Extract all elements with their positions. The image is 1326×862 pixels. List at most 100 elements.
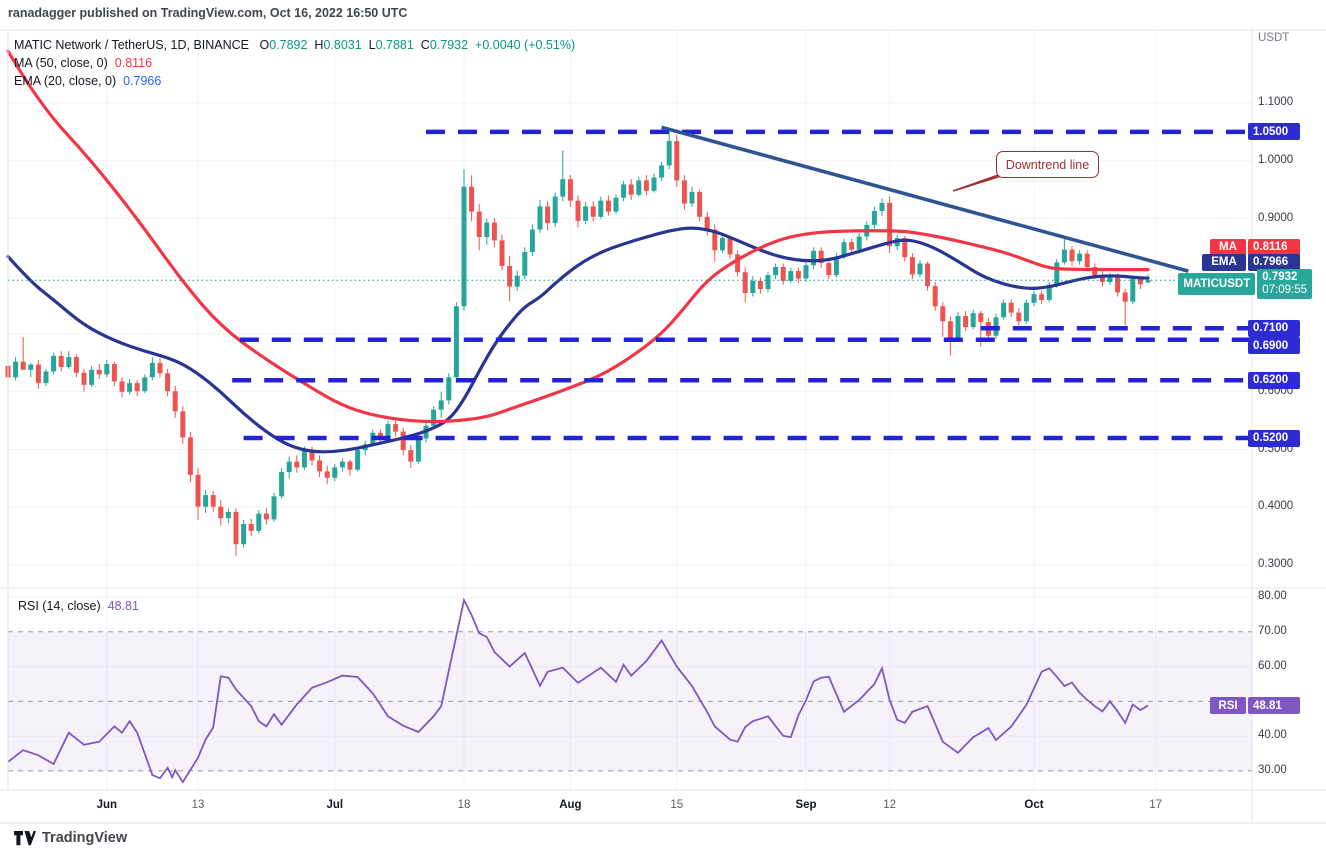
axis-currency-label: USDT bbox=[1258, 32, 1290, 44]
candle bbox=[1054, 262, 1060, 285]
candle bbox=[1099, 275, 1105, 282]
rsi-badge-tag: RSI bbox=[1210, 697, 1246, 714]
time-tick-label[interactable]: 15 bbox=[670, 799, 684, 811]
time-tick-label[interactable]: Sep bbox=[795, 799, 817, 811]
candle bbox=[408, 450, 414, 462]
candle bbox=[507, 265, 513, 287]
downtrend-line[interactable] bbox=[661, 125, 1189, 273]
time-tick-label[interactable]: Jul bbox=[326, 799, 344, 811]
candle bbox=[35, 364, 41, 384]
symbol-title[interactable]: MATIC Network / TetherUS, 1D, BINANCE bbox=[14, 38, 250, 52]
candle bbox=[347, 461, 353, 470]
candle bbox=[225, 511, 231, 519]
rsi-label[interactable]: RSI (14, close) bbox=[18, 599, 101, 613]
symbol-price-badge: MATICUSDT 0.7932 07:09:55 bbox=[1178, 269, 1312, 300]
legend-symbol-row[interactable]: MATIC Network / TetherUS, 1D, BINANCE O 0… bbox=[14, 36, 575, 54]
candle bbox=[469, 186, 475, 212]
candle bbox=[66, 357, 72, 367]
ma50-line[interactable] bbox=[6, 49, 1150, 424]
candle bbox=[925, 263, 931, 287]
candle bbox=[301, 450, 307, 468]
candle bbox=[13, 361, 19, 378]
ema-badge: EMA 0.7966 bbox=[1202, 253, 1300, 271]
candles-layer[interactable] bbox=[5, 128, 1151, 556]
candle bbox=[1008, 302, 1014, 313]
downtrend-callout[interactable]: Downtrend line bbox=[996, 151, 1099, 178]
tradingview-footer[interactable]: TradingView bbox=[14, 830, 127, 846]
candle bbox=[241, 524, 247, 545]
time-tick-label[interactable]: 13 bbox=[191, 799, 205, 811]
candle bbox=[180, 411, 186, 438]
candle bbox=[818, 250, 824, 263]
candle bbox=[446, 377, 452, 401]
candle bbox=[81, 372, 87, 385]
candle bbox=[963, 316, 969, 328]
ma-value: 0.8116 bbox=[114, 56, 153, 70]
panel-borders bbox=[0, 29, 1326, 824]
time-tick-label[interactable]: 12 bbox=[883, 799, 896, 811]
candle bbox=[849, 242, 855, 250]
candle bbox=[537, 206, 543, 230]
time-tick-label[interactable]: 17 bbox=[1149, 799, 1162, 811]
price-tick-label: 1.0000 bbox=[1258, 153, 1294, 166]
time-tick-label[interactable]: Oct bbox=[1024, 799, 1044, 811]
candle bbox=[628, 184, 634, 195]
time-tick-label[interactable]: Aug bbox=[559, 799, 582, 811]
candle bbox=[704, 216, 710, 230]
candle bbox=[187, 437, 193, 475]
candle bbox=[218, 506, 224, 519]
candle bbox=[1092, 267, 1098, 276]
rsi-tick-label: 60.00 bbox=[1258, 659, 1287, 672]
legend-ema-row[interactable]: EMA (20, close, 0) 0.7966 bbox=[14, 72, 575, 90]
candle bbox=[681, 180, 687, 204]
candle bbox=[172, 391, 178, 412]
candle bbox=[674, 141, 680, 181]
candle bbox=[149, 362, 155, 378]
candle bbox=[484, 222, 490, 237]
candle bbox=[256, 513, 262, 531]
publish-info-text: ranadagger published on TradingView.com,… bbox=[8, 6, 408, 20]
time-tick-label[interactable]: Jun bbox=[96, 799, 118, 811]
candle bbox=[978, 313, 984, 322]
time-tick-label[interactable]: 18 bbox=[457, 799, 471, 811]
rsi-badge-value: 48.81 bbox=[1248, 697, 1300, 714]
candle bbox=[1001, 302, 1007, 318]
ema20-line[interactable] bbox=[6, 226, 1150, 454]
candle bbox=[134, 383, 140, 392]
candle bbox=[826, 263, 832, 276]
candle bbox=[1031, 294, 1037, 303]
candle bbox=[522, 252, 528, 276]
candle bbox=[127, 383, 133, 392]
ohlc-close-value: 0.7932 bbox=[429, 38, 469, 52]
candle bbox=[43, 371, 49, 384]
candle bbox=[666, 141, 672, 166]
rsi-tick-label: 70.00 bbox=[1258, 624, 1287, 637]
candle bbox=[233, 511, 239, 545]
support-resistance-lines[interactable] bbox=[232, 129, 1252, 441]
candle bbox=[248, 524, 254, 531]
candle bbox=[111, 364, 117, 382]
ohlc-open-label: O bbox=[259, 38, 270, 52]
rsi-legend[interactable]: RSI (14, close) 48.81 bbox=[18, 599, 139, 613]
publish-info-bar: ranadagger published on TradingView.com,… bbox=[8, 6, 407, 20]
legend-ma-row[interactable]: MA (50, close, 0) 0.8116 bbox=[14, 54, 575, 72]
candle bbox=[89, 369, 95, 385]
candle bbox=[142, 377, 148, 392]
ma-label[interactable]: MA (50, close, 0) bbox=[14, 56, 108, 70]
candle bbox=[324, 471, 330, 478]
rsi-value: 48.81 bbox=[107, 599, 139, 613]
ma-badge-value: 0.8116 bbox=[1248, 238, 1300, 256]
candle bbox=[590, 206, 596, 217]
candle bbox=[1130, 279, 1136, 302]
candle bbox=[1084, 253, 1090, 267]
ema-label[interactable]: EMA (20, close, 0) bbox=[14, 74, 117, 88]
candle bbox=[165, 373, 171, 392]
candle bbox=[1122, 292, 1128, 302]
candle bbox=[73, 357, 79, 373]
candle bbox=[1077, 253, 1083, 262]
rsi-line[interactable] bbox=[7, 597, 1149, 784]
candle bbox=[773, 267, 779, 276]
candle bbox=[195, 474, 201, 507]
price-level-badge: 0.6900 bbox=[1248, 337, 1300, 355]
